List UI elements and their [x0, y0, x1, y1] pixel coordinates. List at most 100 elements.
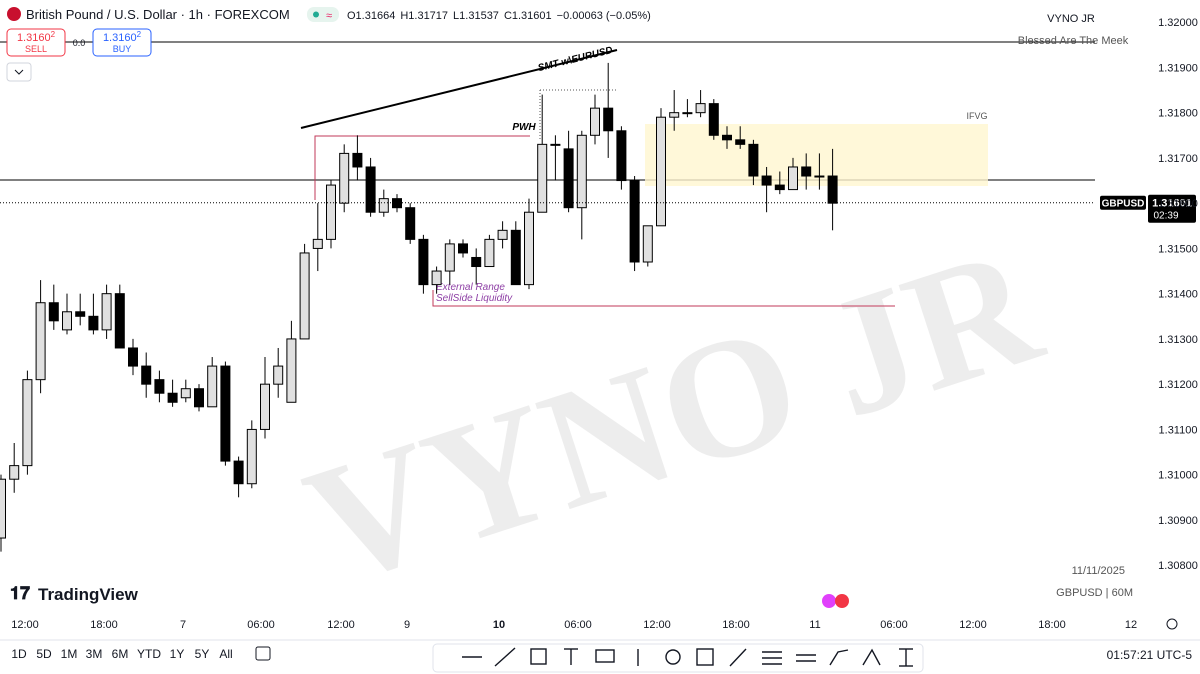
flag-icon: [7, 7, 21, 21]
candle-body: [510, 229, 521, 286]
candle-body: [154, 379, 165, 394]
y-tick-label: 1.32000: [1158, 17, 1198, 29]
range-button[interactable]: YTD: [137, 647, 161, 661]
candle-body: [141, 365, 152, 385]
symbol-tag-bg: [1100, 195, 1146, 210]
settings-icon[interactable]: [1166, 618, 1178, 630]
tool-icon[interactable]: [829, 649, 849, 666]
drawing-tools: [462, 647, 913, 667]
y-tick-label: 1.31700: [1158, 153, 1198, 165]
range-button[interactable]: 6M: [112, 647, 129, 661]
range-button[interactable]: 1D: [11, 647, 27, 661]
sell-price[interactable]: 1.31602: [17, 30, 56, 44]
candle-body: [114, 293, 125, 349]
buy-label[interactable]: BUY: [113, 44, 132, 54]
candle-body: [550, 143, 561, 146]
indicator-name: VYNO JR: [1047, 13, 1095, 25]
buy-price[interactable]: 1.31602: [103, 30, 142, 44]
event-icon[interactable]: [822, 594, 836, 608]
y-tick-label: 1.31300: [1158, 334, 1198, 346]
tool-icon[interactable]: [665, 649, 681, 665]
candle-body: [101, 293, 112, 331]
range-button[interactable]: 1Y: [170, 647, 185, 661]
price-tag-bg: [1148, 194, 1196, 223]
tool-icon[interactable]: [595, 649, 615, 663]
brand-name: TradingView: [38, 585, 139, 604]
date-range-icon[interactable]: [255, 646, 271, 661]
x-tick-label: 12:00: [959, 619, 987, 631]
clock: 01:57:21 UTC-5: [1107, 648, 1193, 662]
y-tick-label: 1.31000: [1158, 470, 1198, 482]
watermark: VYNO JR: [286, 210, 1060, 621]
countdown: 02:39: [1153, 211, 1178, 222]
candle-body: [62, 311, 72, 331]
candle-body: [629, 180, 640, 263]
candle-body: [246, 428, 257, 485]
ifvg-label: IFVG: [966, 111, 987, 121]
tool-icon[interactable]: [862, 648, 881, 666]
candle-body: [233, 460, 244, 485]
candle-body: [576, 134, 587, 209]
y-tick-label: 1.30800: [1158, 560, 1198, 572]
y-tick-label: 1.30900: [1158, 515, 1198, 527]
candle-body: [656, 116, 666, 227]
range-button[interactable]: 5Y: [195, 647, 210, 661]
x-tick-label: 06:00: [564, 619, 592, 631]
candle-body: [774, 184, 785, 191]
x-tick-label: 12:00: [11, 619, 39, 631]
candle-body: [0, 478, 6, 539]
candle-body: [524, 211, 534, 286]
candle-body: [695, 103, 706, 114]
x-tick-label: 12: [1125, 619, 1137, 631]
candle-body: [22, 379, 33, 467]
candle-body: [9, 465, 20, 480]
x-tick-label: 12:00: [327, 619, 355, 631]
indicator-subtitle: Blessed Are The Meek: [1018, 35, 1129, 47]
x-tick-label: 18:00: [90, 619, 118, 631]
candle-body: [537, 143, 548, 213]
tool-icon[interactable]: [696, 648, 714, 666]
candle-body: [312, 238, 323, 249]
tool-icon[interactable]: [530, 648, 547, 665]
candle-body: [590, 107, 600, 136]
y-tick-label: 1.31500: [1158, 243, 1198, 255]
time-axis: 12:00 18:00 7 06:00 12:00 9 10 06:00 12:00 18:00 1…: [11, 619, 1137, 631]
buy-button[interactable]: [92, 28, 152, 57]
candle-body: [616, 130, 627, 182]
candle-body: [827, 175, 838, 204]
candle-body: [418, 238, 429, 286]
drawing-toolbar: [432, 643, 924, 673]
candle-body: [788, 166, 798, 191]
y-tick-label: 1.31800: [1158, 108, 1198, 120]
x-tick-label: 7: [180, 619, 186, 631]
smt-label: SMT w\EURUSD: [537, 45, 614, 74]
candle-body: [260, 383, 270, 430]
range-button[interactable]: 3M: [86, 647, 103, 661]
sell-label[interactable]: SELL: [25, 44, 47, 54]
price-tag: 1.31601: [1152, 198, 1192, 210]
ohlc-value: −0.00063 (−0.05%): [557, 10, 651, 22]
sellside-line: [432, 290, 895, 307]
event-icon[interactable]: [835, 594, 849, 608]
status-icon: ≈: [326, 10, 332, 22]
range-buttons: 1D 5D 1M 3M 6M YTD 1Y 5Y All: [11, 647, 232, 661]
y-tick-label: 1.31600: [1158, 198, 1198, 210]
candle-body: [128, 347, 138, 367]
candle-body: [286, 338, 297, 403]
trend-line: [300, 49, 618, 129]
collapse-button[interactable]: [6, 62, 32, 82]
range-button[interactable]: All: [219, 647, 232, 661]
range-button[interactable]: 1M: [61, 647, 78, 661]
candle-body: [497, 229, 508, 240]
x-tick-label: 12:00: [643, 619, 671, 631]
candle-body: [722, 134, 732, 141]
candle-body: [273, 365, 284, 385]
tool-icon[interactable]: [729, 648, 747, 667]
sell-button[interactable]: [6, 28, 66, 57]
range-button[interactable]: 5D: [36, 647, 52, 661]
candle-body: [801, 166, 812, 177]
tool-icon[interactable]: [494, 647, 516, 667]
